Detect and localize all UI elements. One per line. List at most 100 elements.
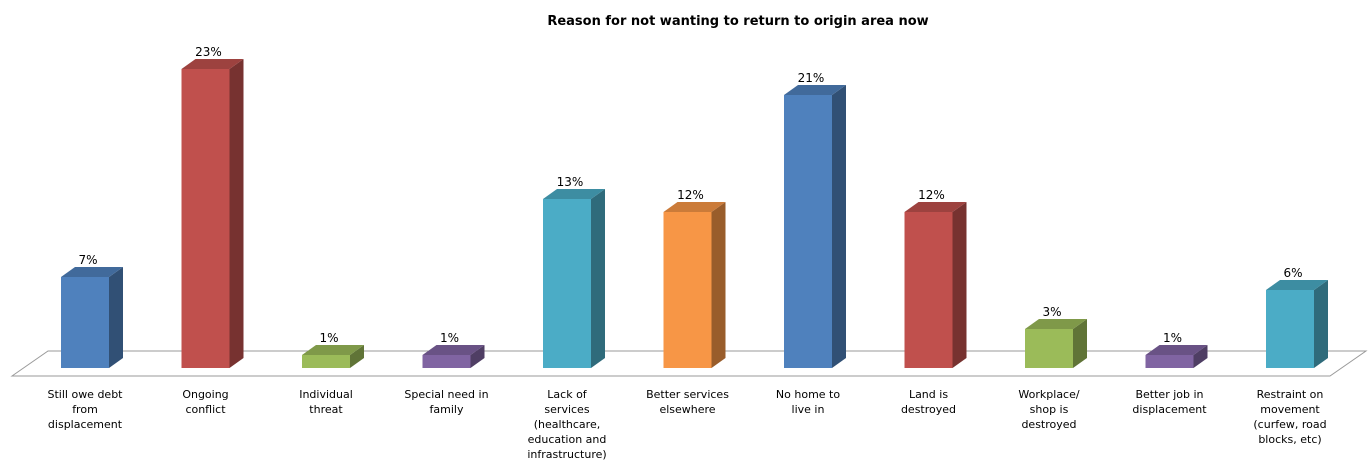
bar-side xyxy=(1193,345,1208,368)
bar-6 xyxy=(663,202,726,368)
category-label-line: Lack of xyxy=(547,388,588,401)
bar-top xyxy=(1266,280,1328,290)
data-label: 6% xyxy=(1283,266,1302,280)
bar-2 xyxy=(181,59,244,368)
data-label: 3% xyxy=(1042,305,1061,319)
chart-title: Reason for not wanting to return to orig… xyxy=(547,14,928,29)
data-label: 1% xyxy=(319,331,338,345)
category-labels-group: Still owe debt from displacement Ongoing con… xyxy=(48,388,1327,461)
bar-side xyxy=(1314,280,1328,368)
category-label-line: infrastructure) xyxy=(527,448,606,461)
data-labels-group: 7% 23% 1% 1% 13% 12% 21% 12% 3% 1% 6% xyxy=(78,45,1302,345)
bar-side xyxy=(109,267,123,368)
category-label: Workplace/shop is destroyed xyxy=(1018,388,1079,431)
category-label: Restraint on movement (curfew, road blocks,… xyxy=(1253,388,1326,446)
bar-side xyxy=(952,202,967,368)
bar-top xyxy=(543,189,605,199)
data-label: 12% xyxy=(677,188,704,202)
category-label-line: conflict xyxy=(185,403,226,416)
bar-9 xyxy=(1025,319,1087,368)
bar-top xyxy=(422,345,485,355)
bar-top xyxy=(61,267,123,277)
bar-side xyxy=(1073,319,1087,368)
category-label-line: family xyxy=(430,403,464,416)
bar-top xyxy=(181,59,244,69)
bar-front xyxy=(663,212,712,368)
bar-5 xyxy=(543,189,605,368)
category-label-line: threat xyxy=(309,403,343,416)
category-label-line: No home to xyxy=(776,388,840,401)
category-label-line: education and xyxy=(528,433,607,446)
category-label: Individual threat xyxy=(299,388,353,416)
category-label-line: Still owe debt xyxy=(48,388,124,401)
category-label-line: Better services xyxy=(646,388,729,401)
category-label-line: blocks, etc) xyxy=(1258,433,1321,446)
category-label-line: destroyed xyxy=(1021,418,1076,431)
data-label: 1% xyxy=(1163,331,1182,345)
bar-front xyxy=(422,355,471,368)
bar-side xyxy=(591,189,605,368)
data-label: 21% xyxy=(798,71,825,85)
category-label: No home to live in xyxy=(776,388,840,416)
category-label-line: Land is xyxy=(909,388,948,401)
category-label-line: Workplace/ xyxy=(1018,388,1079,401)
bar-top xyxy=(663,202,726,212)
bar-side xyxy=(711,202,726,368)
bar-1 xyxy=(61,267,123,368)
category-label-line: (curfew, road xyxy=(1253,418,1326,431)
category-label-line: Restraint on xyxy=(1257,388,1324,401)
category-label: Lack of services (healthcare, education and… xyxy=(527,388,606,461)
bar-11 xyxy=(1266,280,1328,368)
category-label-line: Special need in xyxy=(404,388,488,401)
category-label-line: Individual xyxy=(299,388,353,401)
category-label: Ongoing conflict xyxy=(182,388,228,416)
bar-front xyxy=(904,212,953,368)
category-label-line: live in xyxy=(792,403,825,416)
category-label-line: Better job in xyxy=(1135,388,1203,401)
bar-front xyxy=(1266,290,1314,368)
bar-3 xyxy=(302,345,364,368)
category-label-line: displacement xyxy=(1132,403,1207,416)
bar-8 xyxy=(904,202,967,368)
data-label: 1% xyxy=(440,331,459,345)
bar-side xyxy=(832,85,846,368)
category-label: Land is destroyed xyxy=(901,388,956,416)
category-label-line: destroyed xyxy=(901,403,956,416)
category-label: Better job in displacement xyxy=(1132,388,1207,416)
data-label: 13% xyxy=(557,175,584,189)
bar-front xyxy=(1145,355,1194,368)
bar-front xyxy=(181,69,230,368)
bar-front xyxy=(1025,329,1073,368)
bar-7 xyxy=(784,85,846,368)
data-label: 7% xyxy=(78,253,97,267)
bar-front xyxy=(61,277,109,368)
data-label: 12% xyxy=(918,188,945,202)
bar-front xyxy=(302,355,350,368)
bar-front xyxy=(784,95,832,368)
bar-top xyxy=(1025,319,1087,329)
bar-front xyxy=(543,199,591,368)
bar-top xyxy=(302,345,364,355)
category-label-line: services xyxy=(544,403,589,416)
category-label-line: shop is xyxy=(1030,403,1069,416)
bar-top xyxy=(1145,345,1208,355)
category-label: Better services elsewhere xyxy=(646,388,729,416)
bar-side xyxy=(229,59,244,368)
category-label-line: (healthcare, xyxy=(534,418,600,431)
category-label-line: Ongoing xyxy=(182,388,228,401)
category-label-line: from xyxy=(72,403,98,416)
bar-side xyxy=(470,345,485,368)
bar-side xyxy=(350,345,364,368)
bar-4 xyxy=(422,345,485,368)
category-label-line: elsewhere xyxy=(659,403,715,416)
category-label: Still owe debt from displacement xyxy=(48,388,124,431)
data-label: 23% xyxy=(195,45,222,59)
bars-group xyxy=(61,59,1328,368)
bar-top xyxy=(784,85,846,95)
category-label: Special need in family xyxy=(404,388,488,416)
bar-top xyxy=(904,202,967,212)
category-label-line: displacement xyxy=(48,418,123,431)
bar-10 xyxy=(1145,345,1208,368)
